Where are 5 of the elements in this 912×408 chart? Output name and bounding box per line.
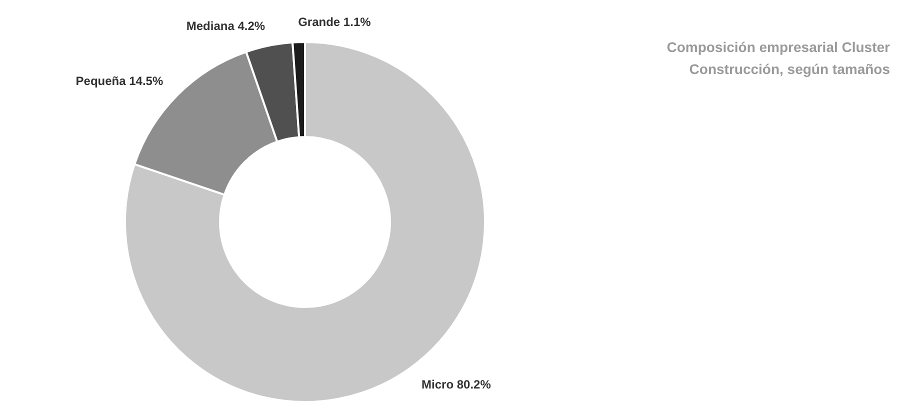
text: Composición empresarial Cluster Construcción, según tamaños — [666, 39, 891, 77]
slice-label: Mediana 4.2% — [186, 19, 266, 34]
slice-label: Pequeña 14.5% — [76, 74, 164, 88]
slice-label: Micro 80.2% — [422, 378, 492, 392]
slice-label: Grande 1.1% — [298, 15, 372, 30]
